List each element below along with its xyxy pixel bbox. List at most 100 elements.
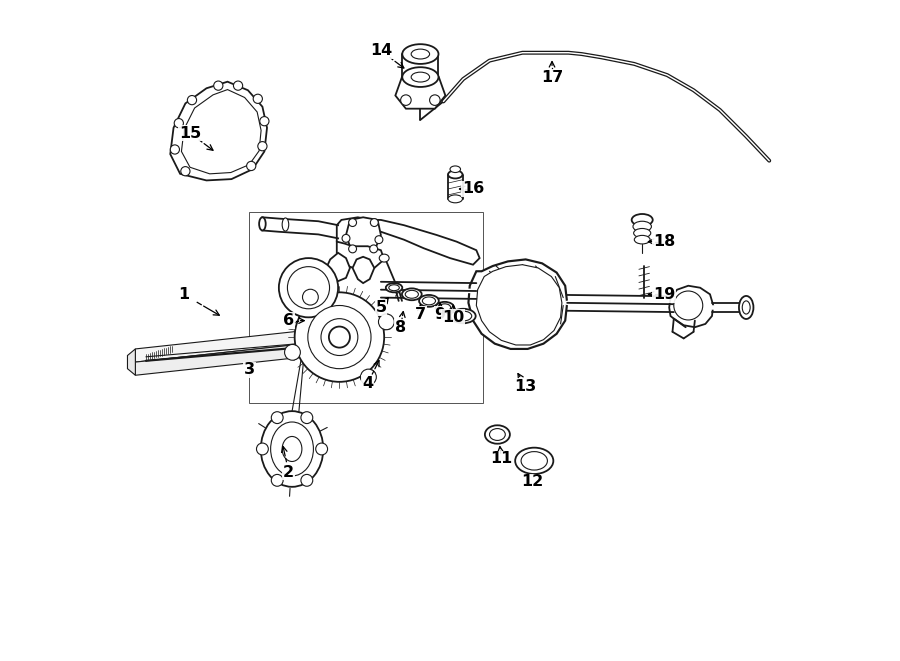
Circle shape — [213, 81, 223, 91]
Circle shape — [348, 219, 356, 227]
Circle shape — [400, 95, 411, 105]
Ellipse shape — [451, 309, 476, 323]
Text: 13: 13 — [515, 379, 536, 394]
Polygon shape — [182, 90, 261, 174]
Text: 10: 10 — [442, 310, 464, 325]
Text: 4: 4 — [362, 375, 374, 391]
Polygon shape — [327, 253, 350, 281]
Circle shape — [170, 145, 179, 154]
Ellipse shape — [405, 290, 418, 298]
Circle shape — [260, 116, 269, 126]
Ellipse shape — [402, 44, 438, 64]
Circle shape — [256, 443, 268, 455]
Text: 1: 1 — [178, 287, 189, 302]
Circle shape — [257, 141, 267, 151]
Ellipse shape — [402, 288, 422, 300]
Circle shape — [348, 245, 356, 253]
Circle shape — [370, 245, 378, 253]
Polygon shape — [353, 256, 374, 283]
Circle shape — [271, 412, 284, 424]
Text: 17: 17 — [541, 69, 563, 85]
Polygon shape — [395, 77, 446, 108]
Ellipse shape — [436, 302, 454, 313]
Text: 19: 19 — [652, 287, 675, 302]
Ellipse shape — [422, 297, 436, 305]
Text: 5: 5 — [375, 300, 386, 315]
Circle shape — [429, 95, 440, 105]
Text: 3: 3 — [244, 362, 255, 377]
Ellipse shape — [515, 447, 554, 474]
Ellipse shape — [379, 254, 389, 262]
Ellipse shape — [632, 214, 652, 226]
Text: 14: 14 — [370, 43, 392, 58]
Circle shape — [301, 475, 313, 486]
Circle shape — [308, 305, 371, 369]
Text: 11: 11 — [491, 451, 512, 467]
Ellipse shape — [271, 422, 313, 476]
Polygon shape — [346, 217, 381, 251]
Ellipse shape — [490, 428, 505, 440]
Circle shape — [361, 369, 376, 385]
Ellipse shape — [283, 218, 289, 231]
Ellipse shape — [402, 67, 438, 87]
Circle shape — [187, 96, 196, 104]
Ellipse shape — [411, 49, 429, 59]
Circle shape — [271, 475, 284, 486]
Circle shape — [287, 266, 329, 309]
Polygon shape — [128, 349, 135, 375]
Circle shape — [342, 235, 350, 243]
Ellipse shape — [386, 283, 402, 292]
Polygon shape — [337, 217, 374, 247]
Circle shape — [294, 292, 384, 382]
Polygon shape — [468, 259, 567, 349]
Circle shape — [328, 327, 350, 348]
Ellipse shape — [419, 295, 439, 307]
Text: 18: 18 — [652, 234, 675, 249]
Polygon shape — [364, 220, 480, 264]
Ellipse shape — [742, 301, 750, 314]
Circle shape — [301, 412, 313, 424]
Circle shape — [321, 319, 358, 356]
Text: 7: 7 — [415, 307, 426, 321]
Ellipse shape — [634, 229, 651, 238]
Polygon shape — [476, 264, 562, 345]
Ellipse shape — [450, 166, 461, 173]
Circle shape — [302, 290, 319, 305]
Ellipse shape — [411, 72, 429, 82]
Circle shape — [233, 81, 243, 91]
Polygon shape — [337, 242, 384, 271]
Polygon shape — [170, 82, 267, 180]
Ellipse shape — [448, 171, 463, 178]
Circle shape — [181, 167, 190, 176]
Ellipse shape — [634, 235, 650, 244]
Polygon shape — [135, 344, 305, 375]
Ellipse shape — [521, 451, 547, 470]
Text: 8: 8 — [395, 320, 406, 334]
Ellipse shape — [739, 296, 753, 319]
Circle shape — [375, 236, 382, 244]
Text: 15: 15 — [179, 126, 201, 141]
Circle shape — [316, 443, 328, 455]
Circle shape — [175, 118, 184, 128]
Circle shape — [371, 219, 378, 227]
Ellipse shape — [633, 221, 652, 232]
Text: 2: 2 — [284, 465, 294, 479]
Ellipse shape — [283, 436, 302, 461]
Text: 6: 6 — [284, 313, 294, 328]
Circle shape — [279, 258, 338, 317]
Circle shape — [247, 161, 256, 171]
Polygon shape — [135, 330, 305, 362]
Ellipse shape — [448, 195, 463, 203]
Ellipse shape — [389, 285, 400, 291]
Ellipse shape — [259, 217, 266, 231]
Text: 12: 12 — [521, 475, 544, 489]
Circle shape — [284, 344, 301, 360]
Ellipse shape — [485, 425, 510, 444]
Text: 16: 16 — [462, 182, 484, 196]
Circle shape — [379, 314, 394, 330]
Ellipse shape — [454, 311, 472, 321]
Text: 9: 9 — [435, 307, 446, 321]
Circle shape — [253, 95, 263, 103]
Polygon shape — [670, 286, 714, 327]
Ellipse shape — [261, 411, 323, 487]
